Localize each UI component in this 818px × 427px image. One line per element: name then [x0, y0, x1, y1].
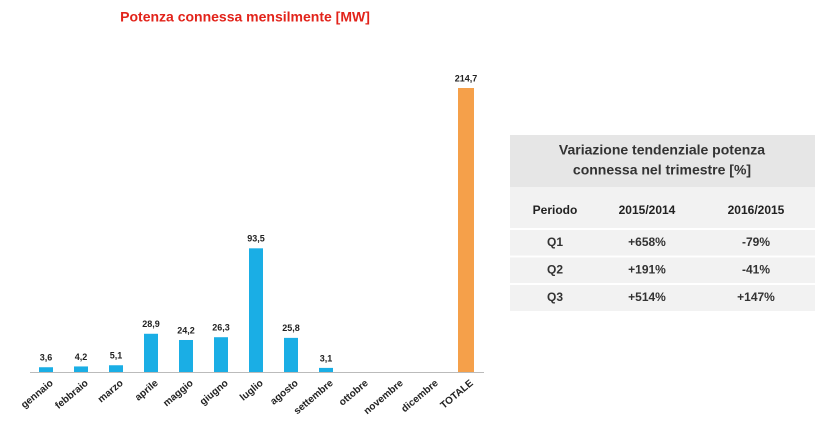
table-cell: +147% — [737, 290, 775, 304]
bar — [458, 88, 474, 372]
x-tick-label: luglio — [238, 378, 266, 404]
x-tick-label: febbraio — [53, 378, 90, 412]
table-title: connessa nel trimestre [%] — [573, 162, 751, 178]
value-label: 3,1 — [320, 353, 333, 363]
value-label: 4,2 — [75, 352, 88, 362]
x-tick-label: settembre — [292, 378, 336, 417]
value-label: 3,6 — [40, 353, 53, 363]
value-label: 214,7 — [455, 73, 478, 83]
table-cell: Q3 — [547, 290, 563, 304]
value-label: 28,9 — [142, 319, 160, 329]
x-tick-label: gennaio — [19, 378, 55, 411]
bar — [109, 365, 123, 372]
value-label: 25,8 — [282, 323, 300, 333]
x-tick-label: giugno — [198, 378, 231, 408]
chart-title: Potenza connessa mensilmente [MW] — [120, 9, 370, 25]
x-tick-label: agosto — [268, 378, 300, 407]
table-cell: +514% — [628, 290, 666, 304]
x-tick-label: TOTALE — [439, 378, 476, 412]
bar — [319, 367, 333, 372]
x-tick-label: dicembre — [399, 378, 440, 415]
x-tick-label: novembre — [362, 378, 406, 417]
table-header: 2015/2014 — [619, 203, 676, 217]
x-tick-label: ottobre — [337, 378, 371, 409]
table-cell: -79% — [742, 235, 770, 249]
bar — [39, 367, 53, 372]
table-cell: Q2 — [547, 263, 563, 277]
value-label: 5,1 — [110, 351, 123, 361]
bar — [179, 339, 193, 372]
x-tick-label: maggio — [161, 378, 195, 409]
bar — [74, 366, 88, 372]
table-cell: Q1 — [547, 235, 563, 249]
x-tick-label: aprile — [133, 378, 161, 404]
value-label: 93,5 — [247, 234, 265, 244]
table-cell: +658% — [628, 235, 666, 249]
value-label: 26,3 — [212, 323, 230, 333]
table-cell: -41% — [742, 263, 770, 277]
x-tick-label: marzo — [96, 378, 126, 405]
table-title: Variazione tendenziale potenza — [559, 142, 765, 158]
table-header: 2016/2015 — [728, 203, 785, 217]
table-title-background — [510, 135, 815, 187]
table-cell: +191% — [628, 263, 666, 277]
bar — [249, 248, 263, 372]
value-label: 24,2 — [177, 325, 195, 335]
table-header: Periodo — [533, 203, 578, 217]
bar — [284, 337, 298, 372]
bar — [214, 337, 228, 372]
bar — [144, 333, 158, 372]
